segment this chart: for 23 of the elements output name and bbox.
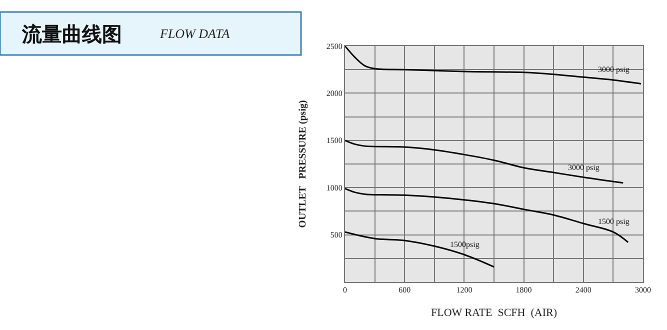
x-axis-title: FLOW RATE SCFH (AIR) — [430, 306, 558, 319]
series-label: 3000 psig — [568, 163, 600, 172]
y-axis-title: OUTLET PRESSURE (psig) — [297, 100, 308, 228]
series-label: 1500psig — [450, 240, 480, 249]
y-tick-label: 1000 — [326, 183, 342, 192]
y-tick-label: 1500 — [326, 136, 342, 146]
y-tick-label: 2000 — [326, 89, 342, 98]
series-label: 3000 psig — [598, 65, 630, 74]
series-label: 1500 psig — [598, 217, 630, 226]
line-series — [345, 231, 495, 268]
x-tick-label: 1800 — [516, 286, 532, 295]
y-tick-label: 2500 — [326, 42, 342, 51]
line-series — [345, 188, 629, 244]
x-tick-label: 1200 — [456, 286, 472, 295]
line-series — [345, 46, 642, 85]
line-series — [345, 140, 624, 184]
text: FLOW DATA — [159, 26, 230, 41]
y-tick-label: 500 — [330, 230, 342, 240]
x-tick-label: 3000 — [635, 286, 651, 295]
text: 流量曲线图 — [21, 20, 122, 47]
x-tick-label: 2400 — [575, 286, 592, 295]
x-tick-label: 0 — [343, 286, 347, 295]
x-tick-label: 600 — [398, 286, 411, 295]
